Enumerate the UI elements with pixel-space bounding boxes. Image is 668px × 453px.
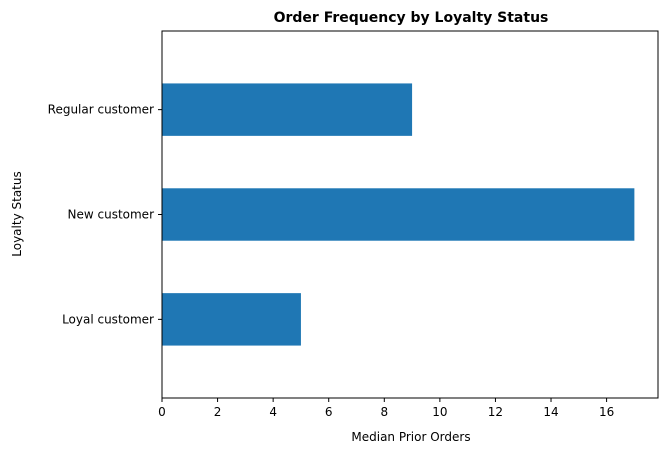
chart-title: Order Frequency by Loyalty Status bbox=[274, 10, 549, 26]
x-tick-label: 2 bbox=[214, 405, 222, 419]
bar-loyal-customer bbox=[162, 293, 301, 346]
y-tick-label: Loyal customer bbox=[62, 312, 154, 326]
x-tick-label: 6 bbox=[325, 405, 333, 419]
x-axis-ticks: 0 2 4 6 8 10 12 14 16 bbox=[158, 398, 614, 419]
x-tick-label: 10 bbox=[432, 405, 447, 419]
y-tick-label: New customer bbox=[68, 208, 155, 222]
y-tick-label: Regular customer bbox=[48, 103, 154, 117]
x-tick-label: 0 bbox=[158, 405, 166, 419]
x-tick-label: 12 bbox=[488, 405, 503, 419]
x-axis-label: Median Prior Orders bbox=[351, 430, 470, 444]
y-axis-label: Loyalty Status bbox=[10, 171, 24, 256]
x-tick-label: 14 bbox=[543, 405, 558, 419]
x-tick-label: 16 bbox=[599, 405, 614, 419]
bar-new-customer bbox=[162, 188, 635, 241]
bar-regular-customer bbox=[162, 83, 413, 136]
x-tick-label: 4 bbox=[269, 405, 277, 419]
bars-layer bbox=[162, 83, 635, 346]
x-tick-label: 8 bbox=[380, 405, 388, 419]
y-axis-ticks: Loyal customer New customer Regular custom… bbox=[48, 103, 162, 326]
